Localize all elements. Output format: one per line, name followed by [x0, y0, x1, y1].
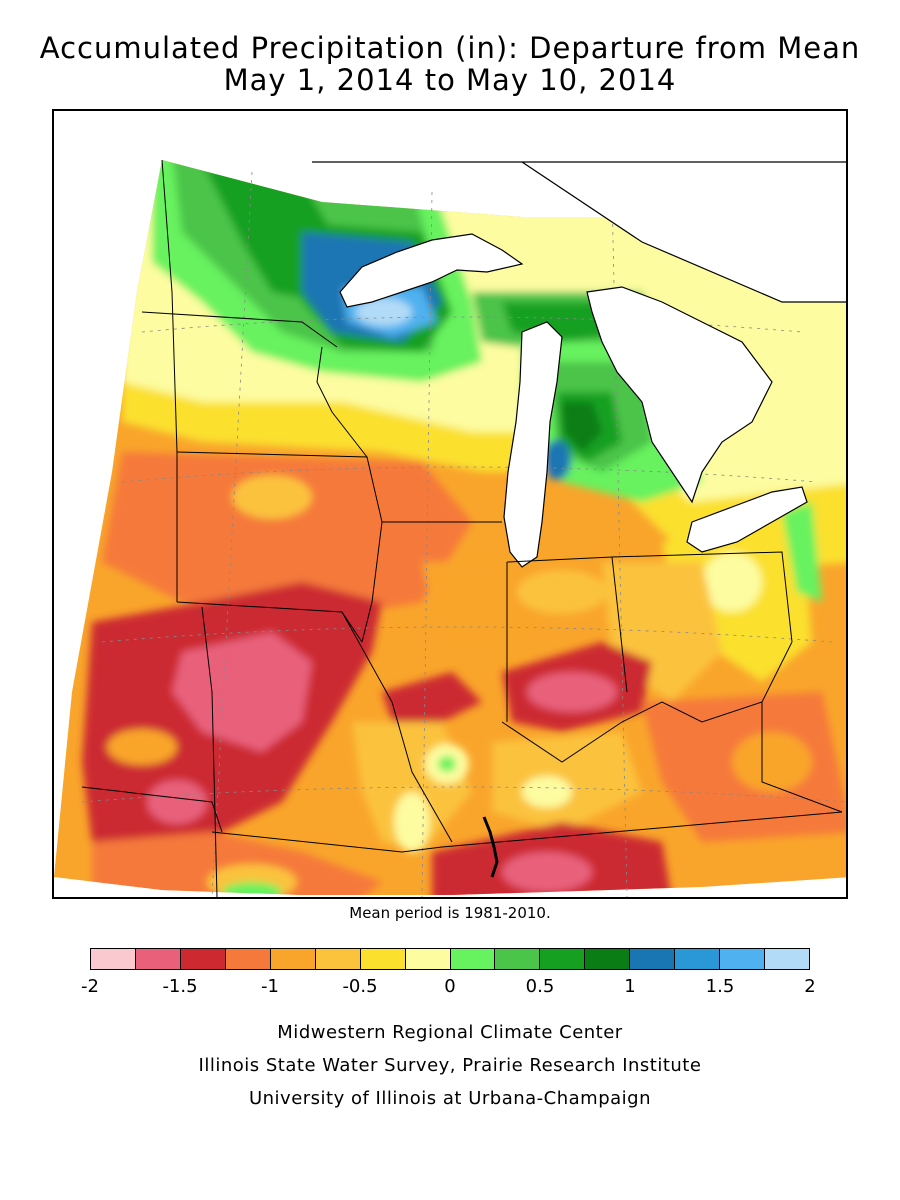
credit-mrcc: Midwestern Regional Climate Center	[277, 1022, 623, 1043]
great-lakes	[312, 161, 846, 568]
mississippi-river	[482, 816, 499, 878]
legend-tick-label: -1.5	[162, 976, 198, 997]
lake-huron	[586, 286, 773, 504]
color-legend	[90, 948, 810, 970]
map-canvas	[54, 159, 846, 897]
credit-isws: Illinois State Water Survey, Prairie Res…	[198, 1055, 702, 1076]
legend-tick-labels: -2 -1.5 -1 -0.5 0 0.5 1 1.5 2	[81, 976, 816, 1000]
legend-swatch	[675, 949, 721, 969]
legend-tick-label: -2	[81, 976, 99, 997]
legend-tick-label: 0	[444, 976, 456, 997]
legend-swatch	[585, 949, 631, 969]
legend-tick-label: -1	[261, 976, 279, 997]
legend-swatch	[405, 949, 451, 969]
legend-swatch	[91, 949, 136, 969]
legend-swatch	[135, 949, 181, 969]
lake-superior	[339, 233, 524, 308]
mean-period-note: Mean period is 1981-2010.	[349, 904, 551, 922]
legend-tick-label: 1	[624, 976, 636, 997]
legend-swatch	[315, 949, 361, 969]
legend-swatch	[270, 949, 316, 969]
legend-swatch	[630, 949, 676, 969]
precipitation-map	[52, 109, 848, 899]
legend-swatch	[540, 949, 586, 969]
legend-swatch	[450, 949, 496, 969]
lake-erie	[686, 486, 808, 553]
legend-swatch	[225, 949, 271, 969]
legend-tick-label: -0.5	[342, 976, 378, 997]
lake-michigan	[503, 321, 563, 568]
legend-swatch	[180, 949, 226, 969]
legend-swatch	[720, 949, 766, 969]
legend-swatch	[360, 949, 406, 969]
legend-swatch	[765, 949, 809, 969]
map-title: Accumulated Precipitation (in): Departur…	[39, 31, 861, 65]
legend-tick-label: 2	[804, 976, 816, 997]
legend-tick-label: 0.5	[525, 976, 555, 997]
legend-tick-label: 1.5	[705, 976, 735, 997]
legend-swatch	[495, 949, 541, 969]
canada-north	[312, 161, 846, 303]
state-boundaries	[81, 159, 843, 897]
credit-uiuc: University of Illinois at Urbana-Champai…	[248, 1088, 652, 1109]
map-date-range: May 1, 2014 to May 10, 2014	[223, 63, 677, 97]
